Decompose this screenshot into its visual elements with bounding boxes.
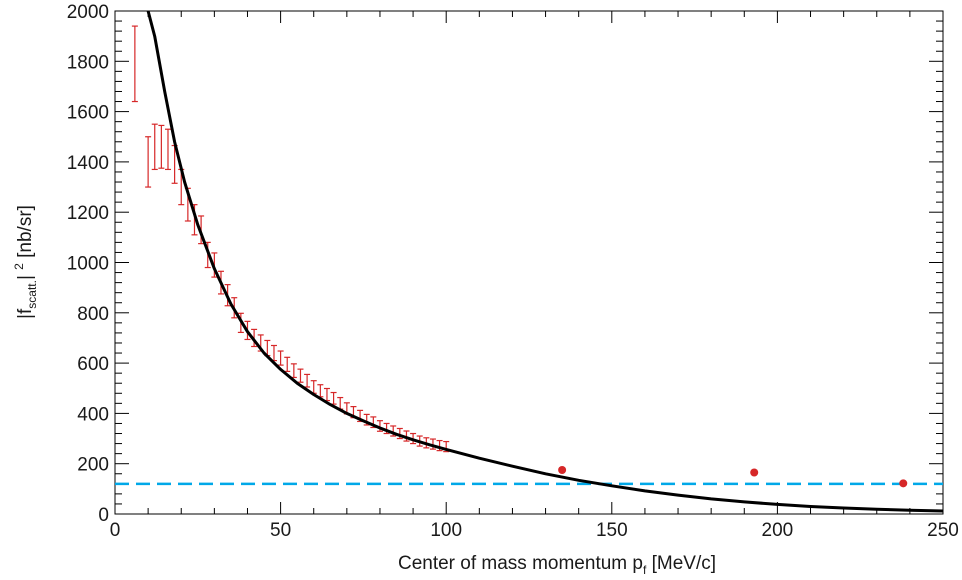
y-tick-label: 400	[77, 404, 109, 425]
y-tick-label: 600	[77, 354, 109, 375]
x-tick-label: 50	[270, 520, 291, 541]
data-point-errorbar	[317, 384, 324, 398]
error-bar-layer	[131, 25, 450, 453]
data-point-errorbar	[290, 363, 297, 379]
x-axis-title: Center of mass momentum pf [MeV/c]	[398, 553, 716, 577]
data-point-errorbar	[270, 344, 277, 362]
data-point-errorbar	[297, 368, 304, 383]
axis-tick-labels: 0 50 100 150 200 250 0 200 400 600 800 1000 1200 1400…	[67, 2, 959, 541]
dot-layer	[558, 465, 908, 488]
data-point-errorbar	[284, 356, 291, 372]
x-tick-label: 100	[430, 520, 462, 541]
y-tick-label: 1200	[67, 203, 109, 224]
x-tick-label: 200	[762, 520, 794, 541]
data-point-dot	[750, 468, 759, 477]
y-axis-title: |fscatt.| 2 [nb/sr]	[12, 205, 39, 319]
x-tick-label: 250	[927, 520, 959, 541]
data-point-errorbar	[151, 123, 158, 171]
y-tick-label: 800	[77, 304, 109, 325]
fit-curve-layer	[146, 10, 944, 513]
data-point-errorbar	[158, 124, 165, 169]
data-point-dot	[558, 465, 567, 474]
x-tick-label: 0	[110, 520, 121, 541]
y-tick-label: 1600	[67, 103, 109, 124]
y-tick-label: 200	[77, 455, 109, 476]
y-tick-label: 0	[98, 505, 109, 526]
data-point-errorbar	[164, 128, 171, 171]
plot-frame	[114, 10, 944, 515]
x-tick-label: 150	[596, 520, 628, 541]
data-point-errorbar	[323, 387, 330, 402]
fit-curve	[146, 10, 944, 513]
axis-ticks	[114, 10, 944, 515]
data-point-errorbar	[277, 350, 284, 366]
data-point-errorbar	[429, 438, 436, 450]
data-point-errorbar	[304, 373, 311, 388]
y-tick-label: 1400	[67, 153, 109, 174]
data-point-dot	[899, 479, 908, 488]
y-tick-label: 2000	[67, 2, 109, 23]
data-point-errorbar	[131, 25, 138, 103]
data-point-errorbar	[330, 391, 337, 405]
y-tick-label: 1800	[67, 52, 109, 73]
data-point-errorbar	[145, 136, 152, 188]
y-tick-label: 1000	[67, 254, 109, 275]
